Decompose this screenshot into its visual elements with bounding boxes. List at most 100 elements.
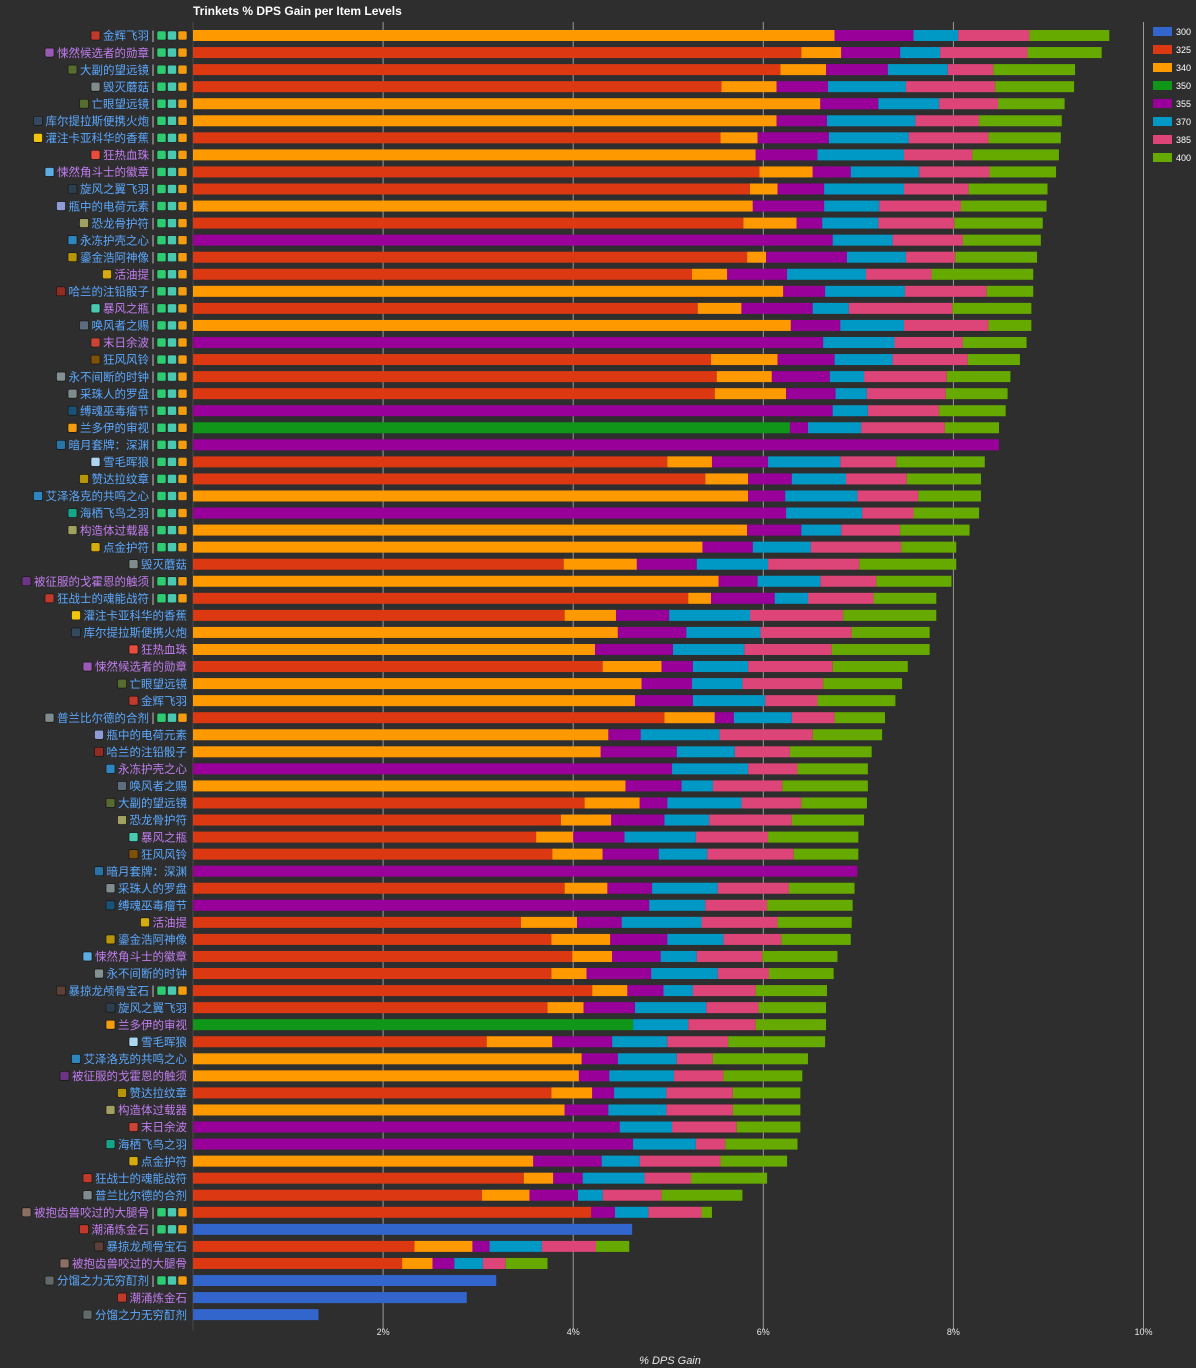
- bar-segment-325: [193, 950, 573, 962]
- bar-segment-340: [747, 251, 767, 263]
- bar-segment-355: [777, 354, 835, 366]
- socket-gem-icon: [167, 1224, 177, 1235]
- row-label: 瓶中的电荷元素: [94, 728, 188, 742]
- trinket-icon: [33, 115, 43, 126]
- bar-segment-355: [776, 115, 827, 127]
- socket-gem-icon: [177, 457, 188, 467]
- bar-row: [193, 490, 981, 502]
- socket-gem-icon: [177, 269, 188, 280]
- bar-segment-355: [757, 132, 829, 144]
- bar-segment-385: [734, 746, 790, 758]
- bar-segment-340: [801, 47, 842, 59]
- bar-segment-355: [595, 643, 674, 655]
- socket-gem-icon: [167, 201, 177, 211]
- trinket-icon: [105, 1002, 116, 1013]
- row-label: |唤风者之赐: [79, 319, 188, 333]
- row-label: 采珠人的罗盘: [105, 881, 187, 895]
- trinket-name: 恐龙骨护符: [130, 813, 188, 827]
- bar-row: [193, 1104, 801, 1116]
- bar-segment-340: [193, 285, 784, 297]
- bar-row: [193, 763, 868, 775]
- trinket-name: 点金护符: [103, 540, 149, 554]
- x-tick-label: 8%: [947, 1327, 960, 1337]
- bar-segment-385: [915, 115, 980, 127]
- bar-segment-355: [193, 1121, 620, 1133]
- bar-segment-370: [652, 882, 718, 894]
- bar-segment-340: [664, 712, 715, 724]
- bar-segment-340: [193, 115, 777, 127]
- bar-segment-370: [667, 797, 742, 809]
- bar-row: [193, 1002, 827, 1014]
- socket-gem-icon: [167, 1207, 177, 1218]
- bar-segment-355: [826, 64, 888, 76]
- bar-segment-400: [945, 388, 1008, 400]
- trinket-icon: [67, 64, 78, 75]
- socket-gem-icon: [167, 133, 177, 143]
- socket-gem-icon: [156, 440, 167, 450]
- row-label: |采珠人的罗盘: [67, 387, 188, 401]
- bar-segment-400: [944, 422, 1000, 434]
- bar-segment-385: [857, 490, 919, 502]
- trinket-icon: [128, 1122, 139, 1132]
- socket-gem-icon: [156, 269, 167, 280]
- trinket-icon: [82, 951, 93, 962]
- socket-gem-icon: [177, 218, 188, 228]
- legend-swatch-370: [1153, 117, 1172, 126]
- bar-segment-385: [862, 507, 914, 519]
- label-separator: |: [152, 31, 155, 43]
- bar-segment-370: [614, 1087, 667, 1099]
- bar-segment-400: [736, 1121, 801, 1133]
- bar-row: [193, 336, 1027, 348]
- bar-segment-385: [864, 371, 947, 383]
- bar-row: [193, 200, 1047, 212]
- trinket-name: 活油提: [115, 267, 150, 281]
- legend: 300 325 340 350 355 370 385 400: [1153, 27, 1191, 163]
- label-separator: |: [152, 99, 155, 111]
- bar-segment-370: [787, 268, 866, 280]
- bar-segment-355: [592, 1087, 615, 1099]
- trinket-name: 分馏之力无穷酊剂: [57, 1274, 149, 1288]
- trinket-name: 大副的望远镜: [80, 63, 149, 77]
- bar-segment-370: [601, 1155, 640, 1167]
- bar-segment-340: [564, 609, 616, 621]
- bar-segment-385: [947, 64, 994, 76]
- bar-segment-400: [995, 81, 1075, 93]
- trinket-icon: [67, 388, 78, 399]
- bar-segment-325: [193, 47, 802, 59]
- row-label: 赞达拉纹章: [117, 1086, 187, 1100]
- trinket-icon: [90, 354, 101, 365]
- bar-segment-385: [673, 1070, 724, 1082]
- bar-segment-400: [755, 985, 827, 997]
- bar-segment-370: [887, 64, 948, 76]
- row-label: 狂热血珠: [128, 643, 187, 657]
- trinket-icon: [128, 1156, 139, 1166]
- bar-segment-400: [691, 1172, 768, 1184]
- bar-segment-355: [553, 1172, 583, 1184]
- bar-segment-340: [193, 319, 791, 331]
- bar-row: [193, 678, 903, 690]
- row-labels: |金辉飞羽|悚然候选者的勋章|大副的望远镜|毁灭蘑菇|亡眼望远镜|库尔提拉斯便携…: [21, 29, 188, 1322]
- bar-segment-385: [688, 1019, 756, 1031]
- bar-segment-370: [619, 1121, 673, 1133]
- bar-segment-400: [962, 336, 1027, 348]
- bar-segment-355: [564, 1104, 609, 1116]
- trinket-name: 采珠人的罗盘: [80, 387, 149, 401]
- legend-label: 370: [1176, 117, 1191, 127]
- bar-row: [193, 388, 1008, 400]
- bar-segment-385: [748, 763, 798, 775]
- bar-segment-385: [919, 166, 990, 178]
- bar-segment-325: [193, 1087, 552, 1099]
- trinket-name: 狂风风铃: [141, 847, 187, 861]
- bar-segment-400: [876, 575, 952, 587]
- trinket-name: 瓶中的电荷元素: [107, 728, 188, 742]
- label-separator: |: [152, 269, 155, 281]
- row-label: 大副的望远镜: [105, 796, 187, 810]
- trinket-icon: [82, 661, 93, 672]
- trinket-icon: [71, 627, 81, 638]
- bar-segment-385: [865, 268, 932, 280]
- trinket-name: 缚魂巫毒瘤节: [80, 404, 149, 418]
- row-label: 分馏之力无穷酊剂: [82, 1308, 187, 1322]
- bar-row: [193, 661, 908, 673]
- trinket-name: 瓶中的电荷元素: [69, 199, 150, 213]
- bar-segment-385: [748, 661, 833, 673]
